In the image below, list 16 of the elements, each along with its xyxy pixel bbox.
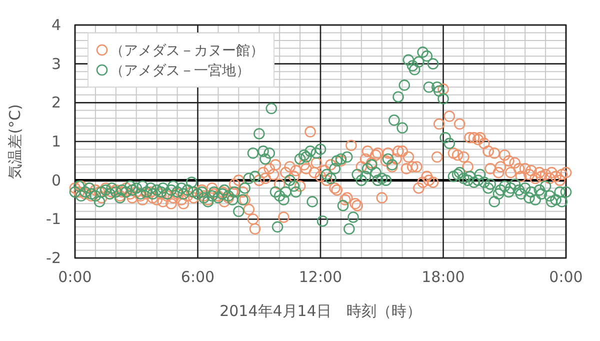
x-tick-label: 0:00 bbox=[549, 268, 583, 286]
x-axis-title: 2014年4月14日 時刻（時） bbox=[220, 302, 422, 320]
x-tick-label: 6:00 bbox=[180, 268, 215, 286]
y-tick-label: -1 bbox=[46, 210, 61, 228]
y-tick-label: 0 bbox=[51, 171, 61, 190]
y-tick-label: 3 bbox=[51, 54, 61, 73]
x-tick-label: 12:00 bbox=[298, 268, 342, 286]
x-tick-label: 18:00 bbox=[422, 268, 465, 286]
y-axis-title: 気温差(°C) bbox=[6, 104, 24, 179]
legend-label: （アメダス－カヌー館） bbox=[110, 43, 264, 59]
y-tick-label: 2 bbox=[51, 94, 61, 112]
y-tick-label: 1 bbox=[51, 132, 61, 150]
y-tick-label: 4 bbox=[51, 16, 61, 34]
legend-label: （アメダス－一宮地） bbox=[110, 63, 250, 79]
y-tick-label: -2 bbox=[46, 249, 61, 267]
x-tick-label: 0:00 bbox=[58, 268, 92, 286]
